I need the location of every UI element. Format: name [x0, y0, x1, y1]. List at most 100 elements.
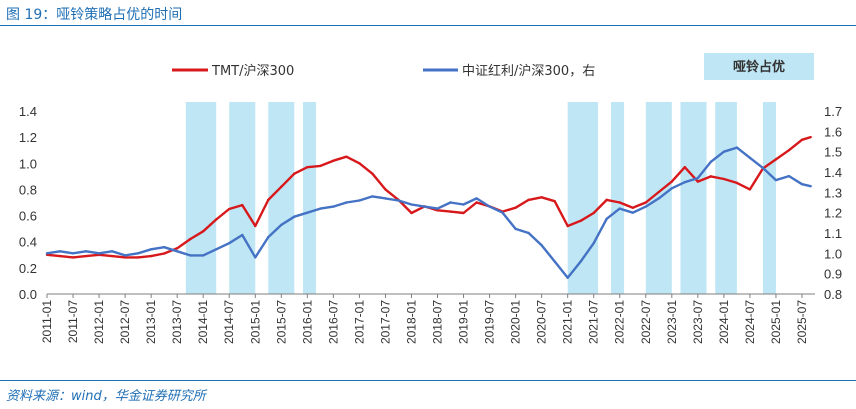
line-chart: 0.0 0.2 0.4 0.6 0.8 1.0 1.2 1.4 0.8 0.9 1.0 1.1 1.2 1…	[19, 53, 842, 344]
data-point	[345, 201, 348, 204]
data-point	[631, 206, 634, 209]
data-point	[358, 162, 361, 165]
highlight-band	[762, 102, 776, 294]
data-point	[202, 230, 205, 233]
data-point	[241, 203, 244, 207]
legend: TMT/沪深300 中证红利/沪深300，右 哑铃占优	[172, 53, 814, 80]
data-point	[175, 250, 179, 253]
data-point	[254, 224, 257, 228]
data-point	[188, 254, 192, 257]
data-point	[809, 185, 812, 188]
x-tick-label: 2024-07	[743, 300, 757, 344]
data-point	[800, 138, 804, 141]
x-tick-label: 2019-01	[457, 300, 471, 344]
series-lines	[45, 135, 812, 279]
highlight-band	[268, 102, 295, 294]
y-left-tick-label: 0.4	[19, 235, 37, 250]
highlight-band	[185, 102, 217, 294]
data-point	[696, 176, 700, 180]
data-point	[45, 252, 49, 255]
data-point	[306, 166, 309, 169]
data-point	[254, 256, 257, 259]
data-point	[410, 203, 413, 206]
x-tick-label: 2025-01	[769, 300, 783, 344]
data-point	[123, 254, 127, 257]
data-point	[722, 177, 726, 181]
data-point	[809, 135, 812, 139]
x-tick-label: 2021-01	[561, 300, 575, 344]
data-point	[631, 211, 634, 214]
x-tick-label: 2017-01	[352, 300, 366, 344]
x-tick-label: 2015-01	[248, 300, 262, 344]
x-tick-label: 2018-07	[431, 300, 445, 344]
x-tick-label: 2017-07	[378, 300, 392, 344]
y-right-tick-label: 1.1	[824, 226, 842, 241]
x-tick-label: 2022-07	[639, 300, 653, 344]
data-point	[683, 180, 687, 184]
highlight-band	[229, 102, 256, 294]
data-point	[436, 207, 439, 210]
data-point	[371, 195, 374, 198]
data-point	[566, 276, 569, 279]
data-point	[683, 166, 687, 169]
x-tick-label: 2016-07	[326, 300, 340, 344]
data-point	[605, 217, 608, 220]
data-point	[345, 155, 348, 158]
y-left-tick-label: 0.2	[19, 261, 37, 276]
data-point	[514, 206, 517, 209]
data-point	[280, 185, 283, 189]
data-point	[123, 256, 127, 259]
data-point	[241, 233, 244, 237]
data-point	[449, 201, 452, 204]
data-point	[735, 146, 739, 149]
data-point	[475, 197, 478, 200]
data-point	[332, 159, 335, 162]
y-left-tick-label: 1.4	[19, 104, 37, 119]
x-tick-label: 2020-01	[509, 300, 523, 344]
highlight-band	[611, 102, 625, 294]
data-point	[228, 207, 231, 211]
data-point	[787, 149, 791, 152]
data-point	[670, 187, 674, 190]
data-point	[618, 201, 621, 204]
y-right-tick-label: 0.8	[824, 287, 842, 302]
data-point	[657, 197, 660, 200]
y-right-tick-label: 1.7	[824, 104, 842, 119]
x-tick-label: 2018-01	[404, 300, 418, 344]
data-point	[579, 260, 582, 263]
highlight-band	[715, 102, 737, 294]
highlight-band	[303, 102, 317, 294]
data-point	[84, 250, 88, 253]
data-point	[748, 188, 752, 191]
highlight-bands	[185, 102, 776, 294]
data-point	[618, 207, 621, 210]
data-point	[384, 188, 387, 191]
data-point	[162, 252, 166, 255]
series-line	[46, 146, 811, 279]
data-point	[136, 256, 140, 259]
data-point	[709, 175, 713, 178]
data-point	[696, 180, 700, 183]
data-point	[605, 198, 608, 202]
data-point	[553, 199, 556, 203]
x-tick-label: 2011-01	[40, 300, 54, 343]
data-point	[787, 174, 791, 178]
data-point	[657, 190, 660, 194]
data-point	[293, 215, 296, 218]
y-left-tick-label: 1.2	[19, 130, 37, 145]
y-right-tick-label: 1.6	[824, 124, 842, 139]
data-point	[84, 254, 88, 258]
data-point	[475, 201, 478, 204]
data-point	[774, 158, 778, 161]
x-tick-label: 2016-01	[300, 300, 314, 344]
y-left-tick-label: 0.6	[19, 209, 37, 224]
data-point	[540, 244, 543, 247]
data-point	[149, 254, 153, 258]
x-tick-label: 2020-07	[535, 300, 549, 344]
source-note: 资料来源：wind，华金证券研究所	[6, 389, 206, 404]
data-point	[267, 235, 270, 239]
data-point	[527, 198, 530, 202]
data-point	[397, 199, 400, 202]
x-tick-label: 2019-07	[483, 300, 497, 344]
data-point	[761, 166, 765, 170]
